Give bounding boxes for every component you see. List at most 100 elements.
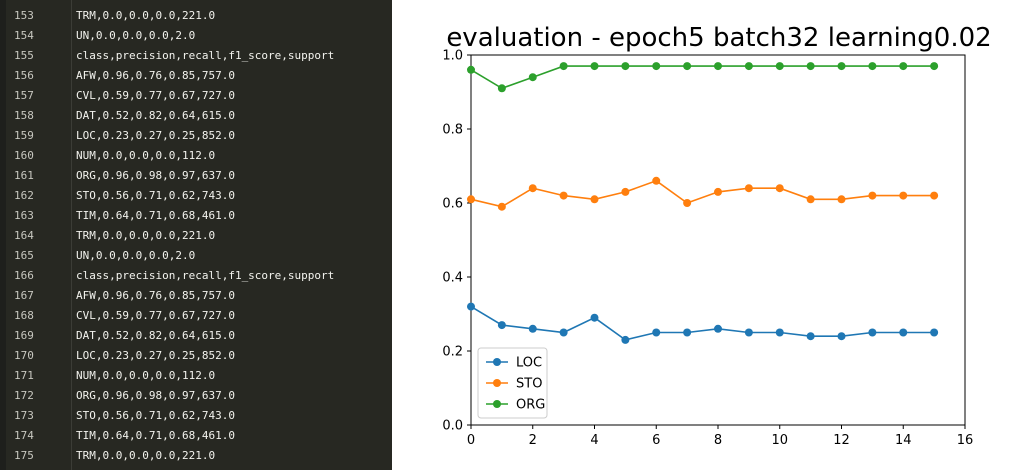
data-point-loc [467, 302, 475, 311]
code-line[interactable]: 164 TRM,0.0,0.0,0.0,221.0 [0, 226, 392, 246]
line-number: 165 [14, 249, 34, 262]
series-line-org [470, 65, 935, 90]
data-point-sto [899, 191, 908, 200]
x-tick-label: 8 [714, 433, 722, 448]
code-line[interactable]: 172 ORG,0.96,0.98,0.97,637.0 [0, 386, 392, 406]
data-point-sto [497, 202, 506, 211]
code-line[interactable]: 160 NUM,0.0,0.0,0.0,112.0 [0, 146, 392, 166]
line-text: AFW,0.96,0.76,0.85,757.0 [76, 69, 235, 82]
data-point-org [744, 62, 753, 71]
code-line[interactable]: 162 STO,0.56,0.71,0.62,743.0 [0, 186, 392, 206]
data-point-org [899, 62, 908, 71]
data-point-sto [868, 191, 877, 200]
code-line[interactable]: 156 AFW,0.96,0.76,0.85,757.0 [0, 66, 392, 86]
code-line[interactable]: 163 TIM,0.64,0.71,0.68,461.0 [0, 206, 392, 226]
data-point-sto [590, 195, 599, 204]
data-point-org [652, 62, 661, 71]
code-line[interactable]: 157 CVL,0.59,0.77,0.67,727.0 [0, 86, 392, 106]
code-line[interactable]: 159 LOC,0.23,0.27,0.25,852.0 [0, 126, 392, 146]
line-text: LOC,0.23,0.27,0.25,852.0 [76, 349, 235, 362]
line-number: 155 [14, 49, 34, 62]
data-point-loc [683, 328, 692, 337]
line-number: 172 [14, 389, 34, 402]
line-text: ORG,0.96,0.98,0.97,637.0 [76, 389, 235, 402]
data-point-loc [590, 313, 599, 322]
line-text: TRM,0.0,0.0,0.0,221.0 [76, 449, 216, 462]
code-line[interactable]: 171 NUM,0.0,0.0,0.0,112.0 [0, 366, 392, 386]
line-text: ORG,0.96,0.98,0.97,637.0 [76, 169, 235, 182]
data-point-loc [497, 321, 506, 330]
data-point-loc [652, 328, 661, 337]
code-line[interactable]: 161 ORG,0.96,0.98,0.97,637.0 [0, 166, 392, 186]
legend-label: STO [516, 377, 542, 392]
y-tick-label: 0.8 [442, 123, 463, 138]
y-tick-label: 0.6 [442, 197, 463, 212]
editor-side-strip [0, 0, 6, 470]
code-line[interactable]: 166 class,precision,recall,f1_score,suppo… [0, 266, 392, 286]
line-number: 157 [14, 89, 34, 102]
data-point-org [621, 62, 630, 71]
plot-window: evaluation - epoch5 batch32 learning0.02… [392, 0, 1019, 470]
data-point-loc [714, 324, 722, 333]
data-point-sto [528, 184, 537, 193]
data-point-org [683, 62, 692, 71]
line-text: AFW,0.96,0.76,0.85,757.0 [76, 289, 235, 302]
code-line[interactable]: 158 DAT,0.52,0.82,0.64,615.0 [0, 106, 392, 126]
x-tick-label: 16 [957, 433, 974, 448]
data-point-loc [621, 335, 630, 344]
line-number: 153 [14, 9, 34, 22]
data-point-sto [837, 195, 846, 204]
line-number: 170 [14, 349, 34, 362]
data-point-sto [467, 195, 475, 204]
x-tick-label: 10 [771, 433, 788, 448]
line-number: 163 [14, 209, 34, 222]
line-number: 169 [14, 329, 34, 342]
code-line[interactable]: 173 STO,0.56,0.71,0.62,743.0 [0, 406, 392, 426]
line-text: UN,0.0,0.0,0.0,2.0 [76, 29, 196, 42]
gutter-separator [71, 0, 72, 470]
line-number: 160 [14, 149, 34, 162]
data-point-sto [621, 187, 630, 196]
x-tick-label: 2 [529, 433, 537, 448]
code-editor-pane[interactable]: 153 TRM,0.0,0.0,0.0,221.0 154 UN,0.0,0.0,0.… [0, 0, 393, 470]
line-number: 164 [14, 229, 34, 242]
series-line-loc [470, 305, 935, 341]
code-line[interactable]: 154 UN,0.0,0.0,0.0,2.0 [0, 26, 392, 46]
code-line[interactable]: 175 TRM,0.0,0.0,0.0,221.0 [0, 446, 392, 466]
line-number: 166 [14, 269, 34, 282]
line-text: TIM,0.64,0.71,0.68,461.0 [76, 429, 235, 442]
line-number: 158 [14, 109, 34, 122]
line-text: DAT,0.52,0.82,0.64,615.0 [76, 329, 235, 342]
line-text: STO,0.56,0.71,0.62,743.0 [76, 189, 235, 202]
data-point-org [714, 62, 722, 71]
x-tick-label: 0 [467, 433, 475, 448]
line-text: class,precision,recall,f1_score,support [76, 269, 335, 282]
data-point-sto [744, 184, 753, 193]
legend-swatch-marker [493, 400, 501, 408]
line-text: CVL,0.59,0.77,0.67,727.0 [76, 309, 235, 322]
line-text: NUM,0.0,0.0,0.0,112.0 [76, 149, 216, 162]
data-point-loc [528, 324, 537, 333]
line-number: 154 [14, 29, 34, 42]
x-tick-label: 14 [895, 433, 912, 448]
data-point-org [837, 62, 846, 71]
line-text: STO,0.56,0.71,0.62,743.0 [76, 409, 235, 422]
data-point-sto [652, 176, 661, 185]
code-line[interactable]: 155 class,precision,recall,f1_score,suppo… [0, 46, 392, 66]
line-number: 167 [14, 289, 34, 302]
code-line[interactable]: 170 LOC,0.23,0.27,0.25,852.0 [0, 346, 392, 366]
y-tick-label: 1.0 [442, 49, 463, 64]
code-line[interactable]: 153 TRM,0.0,0.0,0.0,221.0 [0, 6, 392, 26]
line-text: TRM,0.0,0.0,0.0,221.0 [76, 9, 216, 22]
code-line[interactable]: 168 CVL,0.59,0.77,0.67,727.0 [0, 306, 392, 326]
code-line[interactable]: 169 DAT,0.52,0.82,0.64,615.0 [0, 326, 392, 346]
data-point-sto [806, 195, 815, 204]
code-line[interactable]: 174 TIM,0.64,0.71,0.68,461.0 [0, 426, 392, 446]
line-chart: evaluation - epoch5 batch32 learning0.02… [442, 23, 991, 448]
legend-swatch-marker [493, 379, 501, 387]
data-point-org [930, 62, 939, 71]
data-point-org [868, 62, 877, 71]
code-line[interactable]: 165 UN,0.0,0.0,0.0,2.0 [0, 246, 392, 266]
code-line[interactable]: 167 AFW,0.96,0.76,0.85,757.0 [0, 286, 392, 306]
data-point-loc [775, 328, 784, 337]
